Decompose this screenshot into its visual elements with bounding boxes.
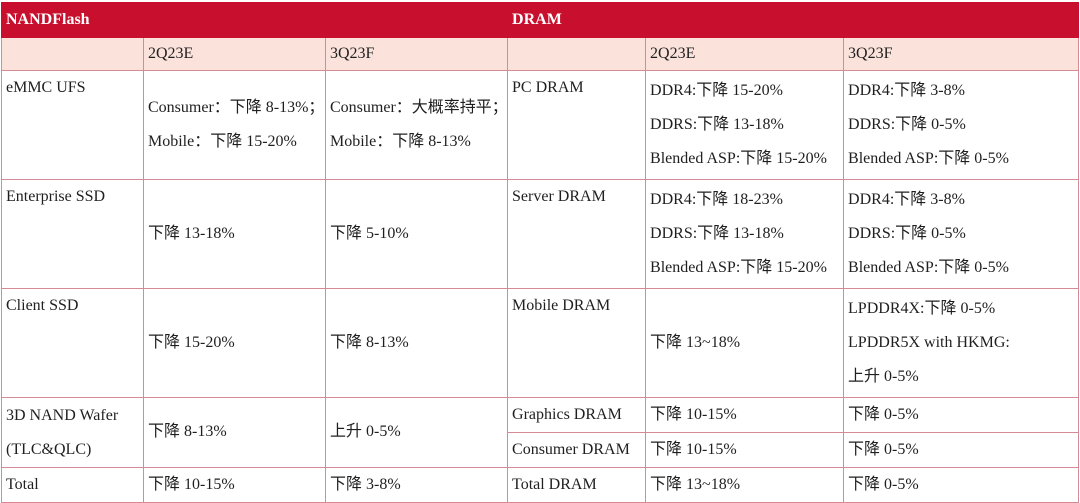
nand-empty-header-cell [1,37,144,71]
dram-server-3q23f: DDR4:下降 3-8% DDRS:下降 0-5% Blended ASP:下降… [843,179,1080,289]
server-2q23e-ddr4: DDR4:下降 18-23% [650,191,783,208]
table-row: Enterprise SSD 下降 13-18% 下降 5-10% Server… [1,179,1080,289]
dram-empty-header-cell [507,37,647,71]
nand-enterprise-3q23f: 下降 5-10% [324,179,509,289]
header-row: NANDFlash DRAM [0,2,1080,38]
emmc-3q23f-consumer: Consumer：大概率持平； [330,99,508,116]
pc-3q23f-ddrs: DDRS:下降 0-5% [848,116,966,133]
dram-total-2q23e: 下降 13~18% [645,467,845,503]
dram-label-pc-dram: PC DRAM [507,70,647,180]
table-row: Client SSD 下降 15-20% 下降 8-13% Mobile DRA… [1,288,1080,398]
dram-label-server-dram: Server DRAM [507,179,647,289]
dram-label-consumer-dram: Consumer DRAM [507,432,647,468]
dram-2q23e-header: 2Q23E [645,37,845,71]
wafer-label-line1: 3D NAND Wafer [6,406,119,424]
server-3q23f-ddrs: DDRS:下降 0-5% [848,225,966,242]
dram-header: DRAM [507,2,1080,38]
dram-server-2q23e: DDR4:下降 18-23% DDRS:下降 13-18% Blended AS… [645,179,845,289]
nand-3q23f-header: 3Q23F [324,37,509,71]
nand-client-3q23f: 下降 8-13% [324,288,509,398]
mobile-3q23f-lpddr5x: LPDDR5X with HKMG: [848,334,1010,351]
dram-mobile-3q23f: LPDDR4X:下降 0-5% LPDDR5X with HKMG: 上升 0-… [843,288,1080,398]
subheader-row: 2Q23E 3Q23F 2Q23E 3Q23F [1,37,1080,71]
dram-pc-2q23e: DDR4:下降 15-20% DDRS:下降 13-18% Blended AS… [645,70,845,180]
table-row: 3D NAND Wafer (TLC&QLC) 下降 8-13% 上升 0-5%… [1,397,1080,468]
dram-consumer-2q23e: 下降 10-15% [645,432,845,468]
nand-emmc-2q23e: Consumer：下降 8-13%； Mobile：下降 15-20% [143,70,326,180]
dram-total-3q23f: 下降 0-5% [843,467,1080,503]
nand-wafer-2q23e: 下降 8-13% [143,397,326,468]
dram-label-graphics-dram: Graphics DRAM [507,397,647,433]
pc-2q23e-blended: Blended ASP:下降 15-20% [650,150,827,167]
server-3q23f-ddr4: DDR4:下降 3-8% [848,191,965,208]
dram-consumer-3q23f: 下降 0-5% [843,432,1080,468]
dram-graphics-3q23f: 下降 0-5% [843,397,1080,433]
nand-label-emmc-ufs: eMMC UFS [1,70,144,180]
dram-label-total-dram: Total DRAM [507,467,647,503]
dram-mobile-2q23e: 下降 13~18% [645,288,845,398]
pc-3q23f-blended: Blended ASP:下降 0-5% [848,150,1009,167]
server-2q23e-blended: Blended ASP:下降 15-20% [650,259,827,276]
dram-3q23f-header: 3Q23F [843,37,1080,71]
nand-total-3q23f: 下降 3-8% [324,467,509,503]
nand-label-enterprise-ssd: Enterprise SSD [1,179,144,289]
table-row: Total 下降 10-15% 下降 3-8% Total DRAM 下降 13… [1,467,1080,503]
dram-pc-3q23f: DDR4:下降 3-8% DDRS:下降 0-5% Blended ASP:下降… [843,70,1080,180]
nand-emmc-3q23f: Consumer：大概率持平； Mobile：下降 8-13% [324,70,509,180]
emmc-2q23e-consumer: Consumer：下降 8-13%； [148,99,325,116]
dram-label-mobile-dram: Mobile DRAM [507,288,647,398]
table-row: eMMC UFS Consumer：下降 8-13%； Mobile：下降 15… [1,70,1080,180]
wafer-label-line2: (TLC&QLC) [6,440,92,458]
nand-2q23e-header: 2Q23E [143,37,326,71]
pc-2q23e-ddr4: DDR4:下降 15-20% [650,82,783,99]
nand-label-client-ssd: Client SSD [1,288,144,398]
dram-header-label: DRAM [512,10,562,28]
nand-label-total: Total [1,467,144,503]
nand-label-3d-nand-wafer: 3D NAND Wafer (TLC&QLC) [1,397,144,468]
mobile-3q23f-lpddr4x: LPDDR4X:下降 0-5% [848,300,996,317]
emmc-2q23e-mobile: Mobile：下降 15-20% [148,133,297,150]
mobile-3q23f-rise: 上升 0-5% [848,368,919,385]
nand-total-2q23e: 下降 10-15% [143,467,326,503]
server-2q23e-ddrs: DDRS:下降 13-18% [650,225,784,242]
nand-enterprise-2q23e: 下降 13-18% [143,179,326,289]
table-row: Consumer DRAM 下降 10-15% 下降 0-5% [2,432,1080,468]
pc-3q23f-ddr4: DDR4:下降 3-8% [848,82,965,99]
server-3q23f-blended: Blended ASP:下降 0-5% [848,259,1009,276]
nand-wafer-3q23f: 上升 0-5% [324,397,509,468]
dram-graphics-2q23e: 下降 10-15% [645,397,845,433]
pc-2q23e-ddrs: DDRS:下降 13-18% [650,116,784,133]
nand-client-2q23e: 下降 15-20% [143,288,326,398]
nandflash-header: NANDFlash [0,2,509,38]
emmc-3q23f-mobile: Mobile：下降 8-13% [330,133,471,150]
